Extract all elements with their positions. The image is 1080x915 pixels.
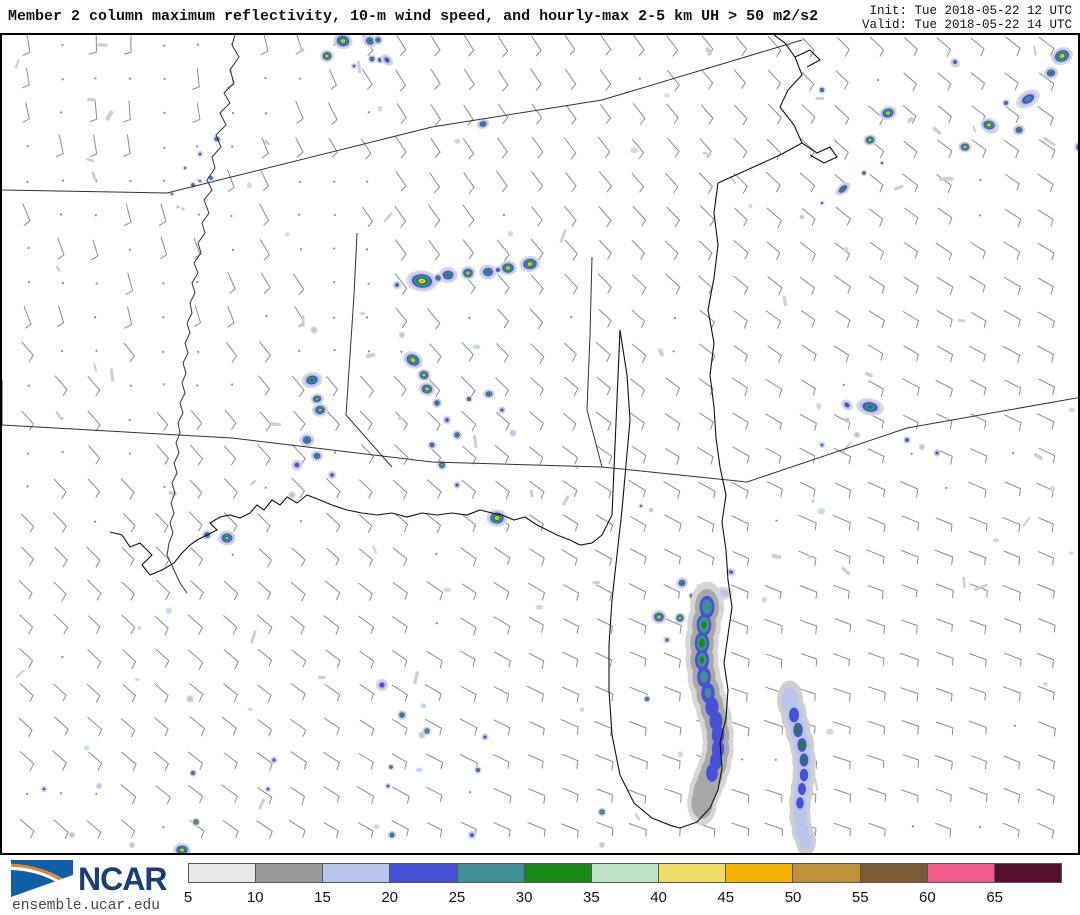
svg-text:ensemble.ucar.edu: ensemble.ucar.edu bbox=[12, 898, 160, 913]
svg-text:NCAR: NCAR bbox=[78, 861, 167, 897]
